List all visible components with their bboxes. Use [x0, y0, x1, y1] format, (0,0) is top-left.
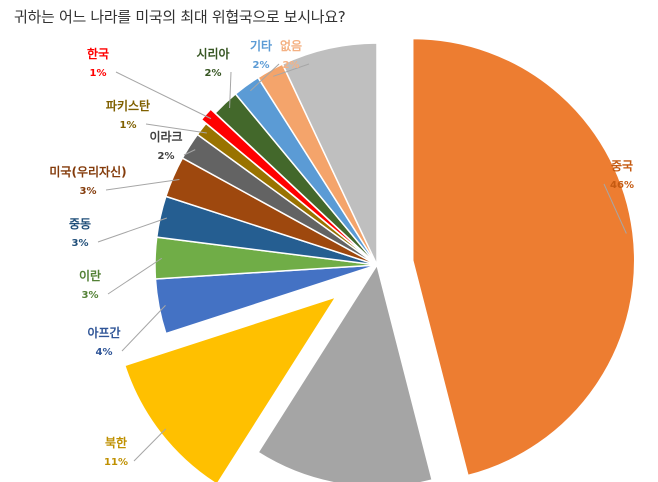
slice-label-4: 이란	[79, 268, 101, 283]
slice-value-12: 2%	[283, 60, 300, 71]
slice-2	[123, 295, 338, 482]
slice-value-9: 1%	[90, 68, 107, 79]
slice-unlabeled-13	[281, 42, 378, 266]
leader-line-5	[97, 217, 168, 243]
slice-label-6: 미국(우리자신)	[49, 164, 126, 179]
slice-label-8: 파키스탄	[106, 98, 150, 113]
leader-line-3	[121, 305, 166, 352]
slice-label-12: 없음	[280, 38, 302, 53]
leader-line-6	[105, 178, 180, 191]
slice-value-5: 3%	[72, 238, 89, 249]
chart-title: 귀하는 어느 나라를 미국의 최대 위협국으로 보시나요?	[14, 8, 346, 26]
leader-line-7	[183, 149, 196, 156]
slice-value-4: 3%	[82, 290, 99, 301]
slice-label-0: 중국	[611, 159, 633, 173]
slice-label-5: 중동	[69, 217, 91, 231]
slice-value-11: 2%	[253, 60, 270, 71]
slice-value-0: 46%	[610, 180, 634, 191]
slice-label-10: 시리아	[196, 46, 229, 61]
slice-value-3: 4%	[96, 347, 113, 358]
slice-value-10: 2%	[205, 68, 222, 79]
slice-value-7: 2%	[158, 151, 175, 162]
leader-line-4	[107, 257, 163, 295]
slice-label-9: 한국	[87, 46, 109, 61]
leader-line-0	[603, 183, 627, 234]
slice-value-2: 11%	[104, 457, 128, 468]
slice-label-7: 이라크	[149, 129, 182, 144]
leader-line-8	[145, 123, 207, 134]
leader-line-10	[229, 71, 232, 109]
slice-label-2: 북한	[105, 435, 127, 450]
slice-0	[411, 37, 636, 477]
leader-line-9	[115, 71, 212, 120]
slice-value-8: 1%	[120, 120, 137, 131]
leader-line-2	[133, 428, 167, 462]
slice-label-3: 아프간	[87, 325, 120, 340]
slice-value-6: 3%	[80, 186, 97, 197]
slice-9	[200, 108, 374, 262]
slice-label-11: 기타	[250, 38, 272, 53]
leader-line-11	[250, 63, 280, 92]
slice-unlabeled-1	[257, 263, 434, 482]
leader-line-12	[273, 63, 310, 77]
